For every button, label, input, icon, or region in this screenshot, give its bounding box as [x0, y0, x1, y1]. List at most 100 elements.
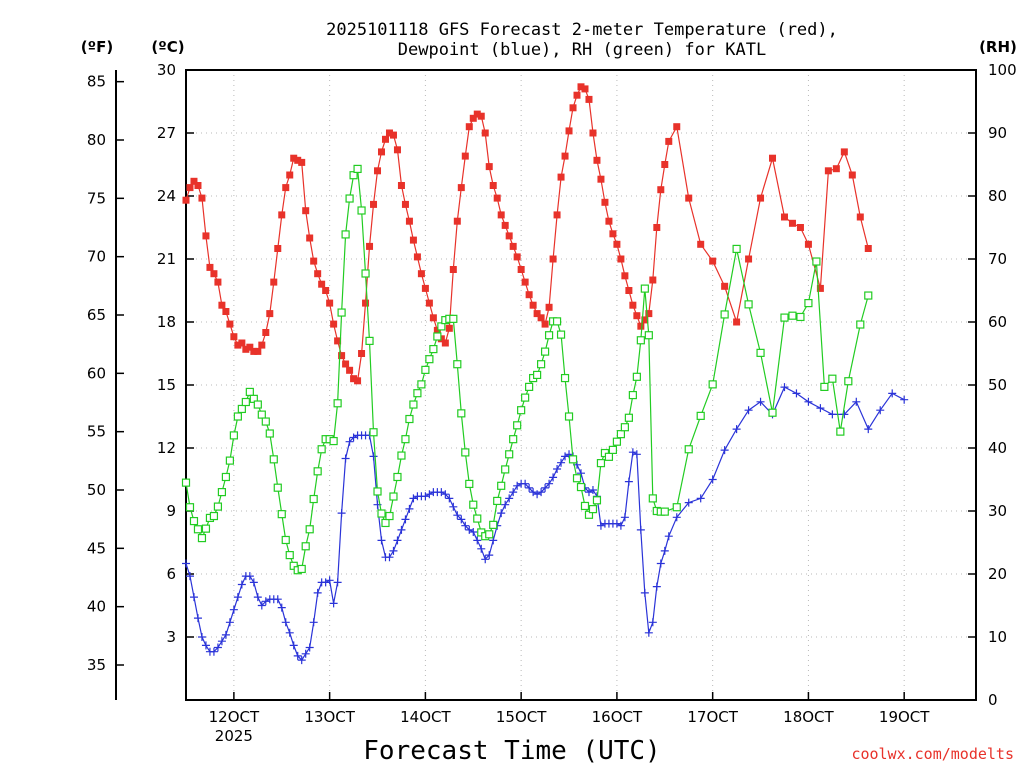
temperature-point — [469, 114, 477, 122]
temperature-point — [306, 234, 314, 242]
dewpoint-point — [453, 511, 462, 520]
dewpoint-point — [732, 425, 741, 434]
rh-point — [361, 269, 370, 278]
rh-point — [632, 372, 641, 381]
rh-point — [229, 431, 238, 440]
rh-point — [189, 516, 199, 526]
temperature-point — [346, 366, 354, 374]
rh-point — [269, 455, 278, 464]
dewpoint-line — [185, 386, 905, 662]
dewpoint-point — [632, 450, 641, 459]
rh-point — [644, 331, 653, 340]
dewpoint-point — [209, 647, 218, 656]
temperature-point — [214, 278, 222, 286]
rh-point — [273, 483, 282, 492]
dewpoint-point — [461, 521, 470, 530]
dewpoint-point — [201, 641, 210, 650]
dewpoint-point — [289, 641, 298, 650]
temperature-point — [581, 85, 589, 93]
dewpoint-point — [301, 649, 310, 658]
rh-point — [732, 244, 741, 254]
rh-point — [620, 423, 629, 432]
temperature-point — [657, 186, 665, 194]
rh-tick-label: 30 — [988, 502, 1007, 520]
rh-point — [812, 257, 821, 266]
rh-point — [612, 437, 622, 446]
rh-point — [485, 530, 494, 539]
temperature-point — [697, 240, 705, 248]
temperature-point — [330, 320, 338, 328]
temperature-point — [417, 270, 425, 278]
dewpoint-point — [285, 628, 294, 637]
dewpoint-point — [437, 488, 446, 497]
temperature-point — [186, 184, 194, 192]
dewpoint-point — [225, 618, 234, 627]
rh-tick-label: 60 — [988, 313, 1007, 331]
rh-point — [257, 410, 266, 419]
rh-point — [353, 164, 362, 174]
dewpoint-point — [457, 515, 466, 524]
rh-point — [608, 445, 618, 454]
x-tick-label: 12OCT — [209, 708, 260, 726]
rh-line — [185, 167, 869, 571]
temperature-point — [569, 104, 577, 112]
rh-tick-label: 80 — [988, 187, 1007, 205]
temperature-point — [485, 163, 493, 171]
temperature-point — [721, 282, 729, 290]
temperature-point — [665, 137, 673, 145]
temperature-point — [621, 272, 629, 280]
rh-point — [281, 535, 290, 545]
dewpoint-point — [369, 452, 378, 461]
rh-point — [788, 311, 797, 320]
dewpoint-point — [341, 454, 350, 463]
rh-point — [397, 451, 406, 460]
dewpoint-point — [616, 521, 625, 530]
x-year-label: 2025 — [215, 727, 253, 745]
dewpoint-point — [469, 528, 478, 536]
rh-point — [449, 314, 458, 323]
temperature-point — [796, 224, 804, 231]
rh-point — [580, 501, 590, 511]
rh-point — [297, 564, 306, 574]
rh-tick-label: 50 — [988, 376, 1007, 394]
rh-point — [221, 472, 230, 482]
temperature-point — [625, 287, 633, 294]
temperature-point — [322, 287, 330, 294]
dewpoint-point — [648, 618, 657, 627]
fahrenheit-tick-label: 40 — [87, 598, 106, 616]
temperature-point — [230, 333, 238, 341]
dewpoint-point — [513, 481, 522, 490]
temperature-point — [561, 152, 569, 160]
dewpoint-point — [405, 504, 414, 513]
temperature-point — [190, 177, 198, 185]
dewpoint-point — [193, 614, 202, 623]
temperature-point — [370, 200, 378, 208]
temperature-point — [222, 308, 230, 315]
temperature-point — [589, 129, 597, 137]
dewpoint-point — [409, 494, 418, 503]
rh-point — [525, 382, 534, 391]
rh-point — [261, 417, 270, 426]
rh-point — [556, 330, 566, 339]
temperature-point — [565, 127, 573, 135]
dewpoint-point — [485, 551, 494, 560]
temperature-point — [194, 182, 202, 189]
temperature-point — [266, 310, 274, 318]
chart-title-line-2: Dewpoint (blue), RH (green) for KATL — [398, 40, 766, 60]
rh-point — [201, 524, 211, 533]
rh-point — [572, 474, 582, 483]
temperature-point — [206, 263, 214, 271]
rh-point — [329, 436, 338, 446]
dewpoint-point — [557, 458, 566, 467]
dewpoint-point — [744, 406, 753, 415]
temperature-point — [397, 182, 405, 189]
temperature-point — [629, 301, 637, 309]
rh-point — [341, 230, 350, 239]
dewpoint-point — [221, 630, 230, 639]
dewpoint-point — [477, 544, 486, 553]
celsius-tick-label: 3 — [166, 628, 176, 646]
dewpoint-point — [445, 494, 454, 503]
temperature-point — [381, 135, 389, 143]
fahrenheit-tick-label: 70 — [87, 248, 106, 266]
rh-point — [640, 284, 649, 293]
